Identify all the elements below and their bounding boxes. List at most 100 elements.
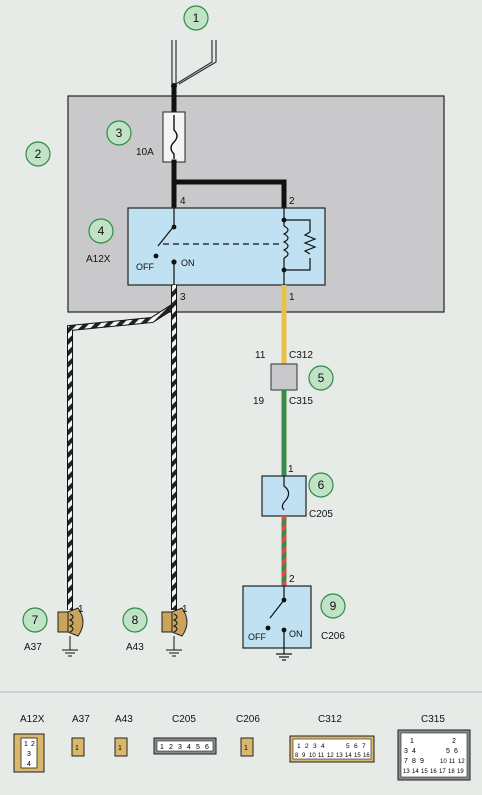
connector-top-pin: 11 [255,350,266,361]
svg-text:1: 1 [24,741,28,748]
svg-text:16: 16 [363,753,370,759]
relay-pin-2: 2 [289,196,295,207]
connector-bottom-pin: 19 [253,396,265,407]
svg-text:1: 1 [297,743,301,750]
svg-text:9: 9 [330,599,337,613]
lamp-a37-pin: 1 [78,604,84,615]
legend-title-a43: A43 [115,714,133,725]
svg-text:1: 1 [244,745,248,752]
svg-text:4: 4 [187,744,191,751]
relay-pin-4: 4 [180,196,186,207]
relay-pin-1: 1 [289,292,295,303]
callout-4: 4 [88,218,114,244]
svg-text:7: 7 [32,613,39,627]
svg-text:3: 3 [178,744,182,751]
callout-6: 6 [308,472,334,498]
svg-text:2: 2 [452,738,456,745]
legend-a37: 1 [71,737,85,757]
svg-text:13: 13 [403,769,410,775]
coil-node-top [281,217,287,223]
connector-bottom-code: C315 [289,396,313,407]
callout-8: 8 [122,607,148,633]
svg-text:2: 2 [31,741,35,748]
svg-text:2: 2 [305,743,309,750]
switch-c206 [242,585,312,649]
svg-text:7: 7 [404,758,408,765]
svg-text:5: 5 [346,743,350,750]
relay-off-label: OFF [136,262,154,272]
lamp-a37-code: A37 [24,642,42,653]
svg-text:8: 8 [132,613,139,627]
svg-text:6: 6 [354,743,358,750]
svg-text:7: 7 [362,743,366,750]
legend-title-a37: A37 [72,714,90,725]
svg-text:3: 3 [116,126,123,140]
svg-text:14: 14 [412,769,419,775]
junction-dot [171,83,177,89]
svg-text:9: 9 [302,753,306,759]
svg-text:1: 1 [410,738,414,745]
svg-text:5: 5 [196,744,200,751]
svg-text:3: 3 [313,743,317,750]
svg-text:5: 5 [446,748,450,755]
lamp-a43 [161,607,188,657]
switch-pivot [281,597,287,603]
svg-text:11: 11 [449,759,456,765]
callout-5: 5 [308,365,334,391]
fuse-element [170,115,178,159]
bulb-filament [281,476,290,511]
svg-text:6: 6 [318,478,325,492]
relay-pin-3: 3 [180,292,186,303]
legend-c315: 1 2 3 4 5 6 7 8 9 10 11 12 13 14 15 16 1… [397,729,471,781]
svg-text:4: 4 [27,761,31,768]
svg-text:13: 13 [336,753,343,759]
svg-text:17: 17 [439,769,446,775]
legend-title-c312: C312 [318,714,342,725]
lamp-a43-pin: 1 [182,604,188,615]
switch-off-contact [265,625,271,631]
svg-text:9: 9 [420,758,424,765]
svg-text:18: 18 [448,769,455,775]
svg-text:6: 6 [205,744,209,751]
legend-c312: 1 2 3 4 5 6 7 8 9 10 11 12 13 14 15 16 [289,735,375,763]
switch-c206-code: C206 [321,631,345,642]
svg-text:3: 3 [27,751,31,758]
svg-text:3: 3 [404,748,408,755]
svg-text:8: 8 [412,758,416,765]
fuse-rating: 10A [136,147,154,158]
lamp-a37 [57,607,84,657]
callout-2: 2 [25,141,51,167]
svg-text:6: 6 [454,748,458,755]
switch-off-label: OFF [248,632,266,642]
legend-c206: 1 [240,737,254,757]
switch-on-label: ON [289,629,303,639]
svg-text:1: 1 [75,745,79,752]
svg-text:15: 15 [421,769,428,775]
inline-connector [270,363,298,391]
svg-text:15: 15 [354,753,361,759]
connector-top-code: C312 [289,350,313,361]
legend-title-a12x: A12X [20,714,45,725]
svg-text:2: 2 [35,147,42,161]
svg-text:4: 4 [98,224,105,238]
svg-text:2: 2 [169,744,173,751]
callout-3: 3 [106,120,132,146]
switch-c206-pin: 2 [289,574,295,585]
svg-text:1: 1 [193,11,200,25]
relay-off-contact [153,253,159,259]
bulb-c205-pin: 1 [288,464,294,475]
svg-text:8: 8 [295,753,299,759]
legend-title-c206: C206 [236,714,260,725]
svg-text:4: 4 [321,743,325,750]
svg-text:10: 10 [440,759,447,765]
svg-text:4: 4 [412,748,416,755]
wire-to-a37 [67,285,177,610]
svg-text:10: 10 [309,753,316,759]
lamp-a43-code: A43 [126,642,144,653]
relay-internals [157,208,317,285]
svg-text:5: 5 [318,371,325,385]
coil-node-bottom [281,267,287,273]
power-bus [171,159,287,211]
